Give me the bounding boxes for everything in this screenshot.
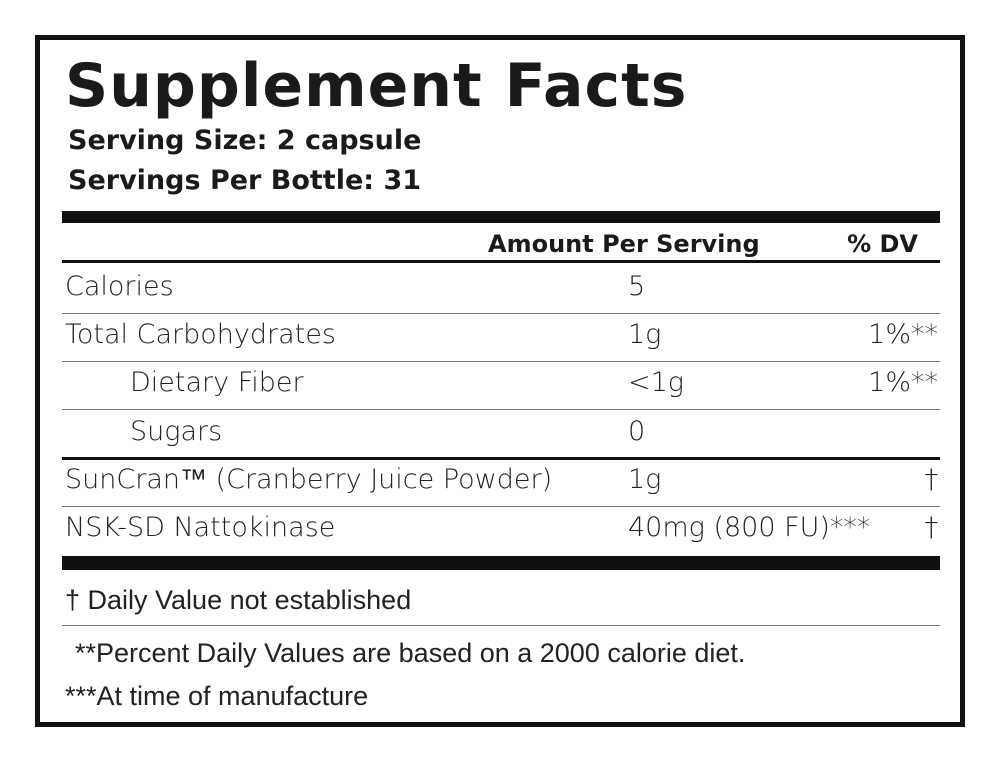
footnote: ***At time of manufacture bbox=[65, 681, 369, 711]
nutrient-name: Total Carbohydrates bbox=[65, 319, 336, 350]
nutrient-amount: <1g bbox=[628, 367, 685, 398]
rule bbox=[62, 313, 940, 314]
nutrient-amount: 1g bbox=[628, 319, 662, 350]
title: Supplement Facts bbox=[65, 51, 688, 121]
dv-header: % DV bbox=[847, 230, 918, 258]
nutrient-amount: 40mg (800 FU)*** bbox=[628, 512, 871, 543]
footnote: † Daily Value not established bbox=[65, 585, 412, 615]
rule bbox=[62, 260, 940, 263]
nutrient-name: Dietary Fiber bbox=[130, 367, 304, 398]
nutrient-dv: 1%** bbox=[868, 367, 938, 398]
rule bbox=[62, 506, 940, 507]
rule bbox=[62, 457, 940, 460]
servings-per-container: Servings Per Bottle: 31 bbox=[68, 165, 422, 196]
serving-size: Serving Size: 2 capsule bbox=[68, 125, 422, 156]
rule bbox=[62, 361, 940, 362]
label-border bbox=[35, 35, 965, 727]
nutrient-amount: 0 bbox=[628, 416, 646, 447]
nutrient-amount: 5 bbox=[628, 271, 646, 302]
nutrient-dv: 1%** bbox=[868, 319, 938, 350]
nutrient-name: Sugars bbox=[130, 416, 223, 447]
rule bbox=[62, 409, 940, 410]
footnote: **Percent Daily Values are based on a 20… bbox=[75, 638, 746, 668]
nutrient-name: SunCran™ (Cranberry Juice Powder) bbox=[65, 464, 553, 495]
rule bbox=[62, 625, 940, 626]
nutrient-dv: † bbox=[924, 464, 939, 495]
nutrient-name: NSK-SD Nattokinase bbox=[65, 512, 336, 543]
thick-rule bbox=[62, 556, 940, 570]
nutrient-name: Calories bbox=[65, 271, 174, 302]
thick-rule bbox=[62, 211, 940, 223]
nutrient-dv: † bbox=[924, 512, 939, 543]
amount-header: Amount Per Serving bbox=[488, 230, 760, 258]
nutrient-amount: 1g bbox=[628, 464, 662, 495]
